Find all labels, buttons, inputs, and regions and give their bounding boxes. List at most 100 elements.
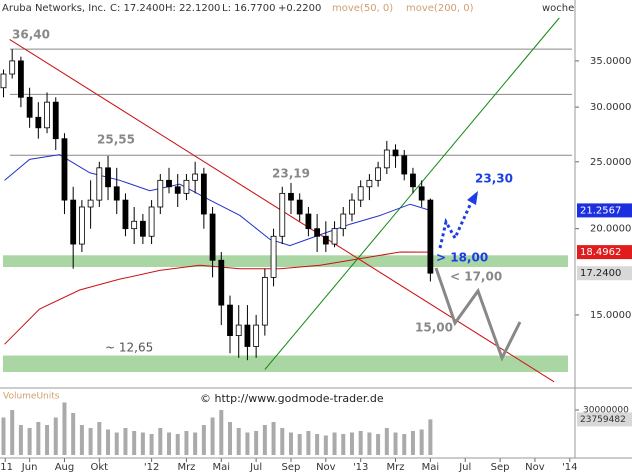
volume-bar	[114, 432, 119, 455]
volume-bar	[280, 428, 285, 455]
volume-bar	[402, 434, 407, 455]
volume-bar	[62, 402, 67, 455]
y-tick-label: 35.0000	[590, 56, 631, 67]
candle-body	[122, 199, 129, 230]
header-close: C: 17.2400	[110, 3, 165, 14]
candle-body	[139, 220, 146, 237]
volume-bar	[149, 434, 154, 455]
volume-bar	[140, 432, 145, 455]
candle-body	[78, 206, 85, 245]
annotation: > 18,00	[436, 251, 488, 265]
candle-body	[349, 199, 355, 215]
annotation: 23,19	[272, 167, 310, 181]
candle-body	[148, 206, 155, 237]
volume-bar	[332, 432, 337, 455]
x-tick-label: Mai	[213, 462, 231, 473]
candle-body	[61, 138, 68, 201]
price-tag	[577, 203, 632, 218]
volume-bar	[384, 428, 389, 455]
legend-ma50: move(50, 0)	[332, 3, 393, 14]
candle-body	[96, 167, 103, 201]
volume-bar	[349, 432, 354, 455]
candle-body	[70, 199, 77, 245]
volume-bar	[201, 425, 206, 455]
candle-body	[131, 220, 138, 230]
price-tag-label: 18.4962	[580, 247, 621, 258]
volume-bar	[306, 431, 311, 455]
candle-body	[410, 173, 416, 188]
candle-body	[331, 228, 338, 245]
volume-bar	[193, 432, 198, 455]
candle-body	[26, 96, 33, 118]
candle-body	[174, 186, 181, 194]
candle-body	[105, 167, 111, 188]
volume-bar	[158, 428, 163, 455]
x-tick-label: Nov	[316, 462, 336, 473]
candle-body	[375, 167, 382, 181]
volume-bar	[97, 422, 102, 455]
header-high: H: 22.1200	[165, 3, 220, 14]
x-tick-label: '14	[562, 462, 577, 473]
volume-bar	[184, 431, 189, 455]
x-tick-label: Sep	[491, 462, 510, 473]
candle-body	[366, 179, 373, 188]
annotation: 36,40	[12, 28, 50, 42]
volume-bar	[10, 410, 15, 455]
candle-body	[44, 101, 50, 129]
volume-bar	[288, 432, 293, 455]
x-tick-label: '13	[353, 462, 368, 473]
price-tag	[577, 245, 632, 260]
annotation: < 17,00	[450, 270, 502, 284]
moving-average	[4, 154, 431, 247]
volume-bar	[53, 417, 58, 455]
x-tick-label: Aug	[55, 462, 75, 473]
volume-bar	[358, 431, 363, 455]
volume-bar	[410, 431, 415, 455]
price-tag-label: 17.2400	[580, 268, 621, 279]
arrow-head	[467, 191, 478, 205]
candle-body	[427, 199, 434, 274]
x-tick-label: Jul	[458, 462, 471, 473]
x-tick-label: Nov	[525, 462, 545, 473]
candle-body	[166, 179, 172, 188]
candle-body	[113, 186, 120, 201]
candle-body	[340, 213, 347, 230]
candle-body	[235, 324, 242, 337]
volume-bar	[123, 428, 128, 455]
candle-body	[35, 116, 42, 129]
y-tick-label: 30000000	[583, 406, 629, 416]
zone	[3, 255, 568, 268]
candle-body	[209, 213, 216, 261]
price-tag	[577, 412, 632, 427]
candle-body	[157, 179, 164, 208]
volume-bar	[254, 431, 259, 455]
x-tick-label: Okt	[91, 462, 109, 473]
volume-bar	[228, 422, 232, 455]
annotation: 23,30	[475, 172, 513, 186]
candle-body	[418, 186, 425, 201]
candle-body	[288, 192, 294, 201]
volume-bar	[210, 417, 215, 455]
volume-bar	[1, 417, 6, 455]
trendline	[264, 17, 560, 370]
volume-bar	[341, 434, 346, 455]
scenario-down	[434, 267, 522, 362]
candle-body	[296, 199, 303, 215]
volume-bar	[367, 432, 372, 455]
volume-bar	[428, 419, 433, 455]
price-tag	[577, 266, 632, 281]
volume-bar	[271, 422, 276, 455]
volume-bar	[79, 425, 84, 455]
x-tick-label: Jun	[21, 462, 38, 473]
volume-label: VolumeUnits	[3, 392, 60, 402]
candle-body	[383, 149, 390, 169]
volume-bar	[88, 428, 93, 455]
y-tick-label: 25.0000	[590, 157, 631, 168]
volume-bar	[323, 435, 328, 455]
volume-bar	[132, 431, 137, 455]
candle-body	[279, 192, 286, 237]
scenario-up	[438, 204, 472, 249]
candle-body	[183, 179, 190, 194]
zone	[3, 355, 568, 372]
